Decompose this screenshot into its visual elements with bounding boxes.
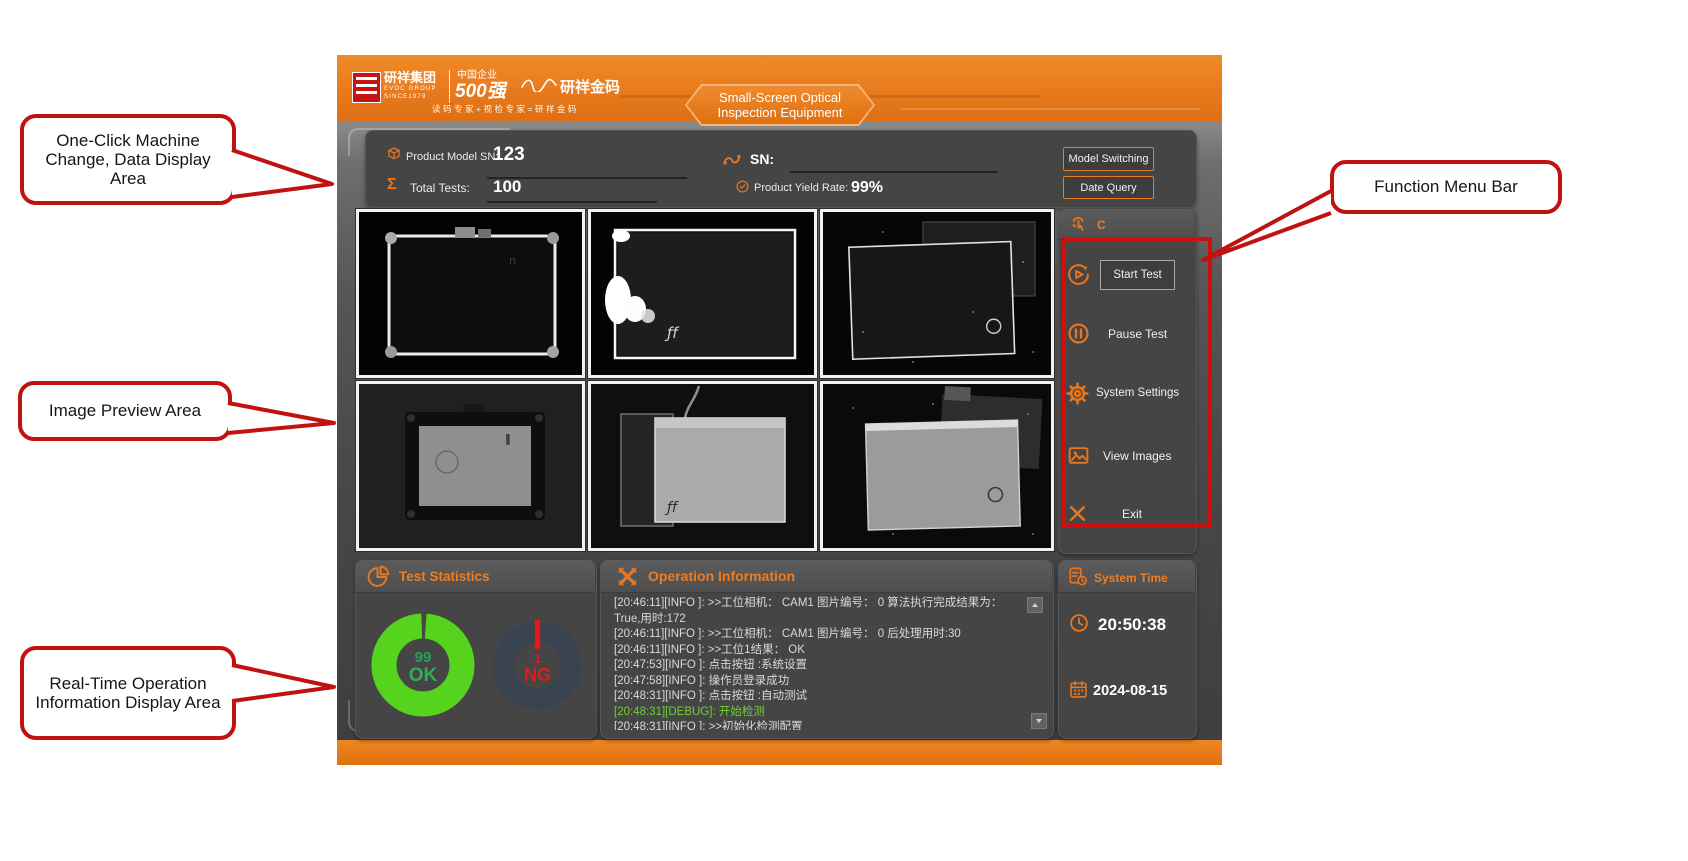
arrow-down-icon <box>1036 719 1042 723</box>
callout-function-menu: Function Menu Bar <box>1330 160 1562 214</box>
cube-icon <box>388 147 400 160</box>
exit-button[interactable]: Exit <box>1122 507 1143 521</box>
log-line: [20:47:58][INFO ]: 操作员登录成功 <box>614 674 790 687</box>
camera-image-3[interactable] <box>820 209 1054 378</box>
script-squiggle-icon <box>521 78 557 92</box>
pause-test-icon[interactable] <box>1066 321 1091 346</box>
date-query-button[interactable]: Date Query <box>1063 176 1154 199</box>
operation-log[interactable]: [20:46:11][INFO ]: >>工位相机： CAM1 图片编号： 0 … <box>614 596 1022 730</box>
function-menu-highlight <box>1062 237 1212 527</box>
exit-icon[interactable] <box>1066 502 1089 525</box>
app-title-line1: Small-Screen Optical <box>718 90 842 105</box>
test-statistics-header <box>355 560 595 593</box>
callout-function-menu-text: Function Menu Bar <box>1374 177 1518 197</box>
start-test-button[interactable]: Start Test <box>1100 260 1175 290</box>
callout-operation-info: Real-Time Operation Information Display … <box>20 646 236 740</box>
window-footer-bar <box>337 740 1222 765</box>
callout-data-area-text: One-Click Machine Change, Data Display A… <box>45 130 211 189</box>
camera-image-2[interactable]: ƒf <box>588 209 817 378</box>
view-images-icon[interactable] <box>1066 443 1091 468</box>
header-decoration <box>900 108 1200 110</box>
camera-image-4[interactable]: ‖ <box>356 381 585 551</box>
log-line-debug: [20:48:31][DEBUG]: 开始检测 <box>614 705 765 718</box>
log-scroll-up-button[interactable] <box>1027 597 1043 613</box>
arrow-up-icon <box>1032 603 1038 607</box>
log-line: [20:46:11][INFO ]: >>工位1结果： OK <box>614 643 805 656</box>
system-settings-button[interactable]: System Settings <box>1096 387 1180 399</box>
svg-text:‖: ‖ <box>505 432 511 445</box>
sigma-icon: Σ <box>387 176 397 193</box>
camera-image-1[interactable]: n <box>356 209 585 378</box>
crossed-tools-icon <box>618 567 637 586</box>
evoc-logo-mark <box>352 72 381 103</box>
svg-text:OK: OK <box>409 665 438 686</box>
logo-sub-text: EVOC GROUP <box>384 86 437 92</box>
product-model-underline[interactable] <box>487 177 687 179</box>
callout-operation-info-text: Real-Time Operation Information Display … <box>35 673 221 712</box>
view-images-button[interactable]: View Images <box>1103 449 1172 463</box>
ng-donut-chart: 1 NG <box>493 620 582 710</box>
logo-script-text: 研祥金码 <box>560 79 621 96</box>
product-model-label: Product Model SN: <box>406 151 499 163</box>
log-scroll-down-button[interactable] <box>1031 713 1047 729</box>
document-clock-icon <box>1069 567 1087 586</box>
yield-rate-label: Product Yield Rate: <box>754 182 849 194</box>
logo-since-text: SINCE1979 <box>384 94 427 100</box>
system-date-value: 2024-08-15 <box>1093 683 1168 699</box>
total-tests-value: 100 <box>493 177 522 196</box>
operation-info-title: Operation Information <box>648 568 795 584</box>
test-statistics-title: Test Statistics <box>399 569 490 584</box>
system-time-value: 20:50:38 <box>1098 615 1167 634</box>
log-line: [20:47:53][INFO ]: 点击按钮 :系统设置 <box>614 659 807 671</box>
model-switching-button[interactable]: Model Switching <box>1063 147 1154 171</box>
sn-label: SN: <box>750 151 775 167</box>
svg-text:99: 99 <box>415 649 432 666</box>
svg-text:n: n <box>509 254 516 267</box>
log-line: [20:48:31][INFO ]: >>初始化检测配置 <box>614 721 803 730</box>
log-line: [20:46:11][INFO ]: >>工位相机： CAM1 图片编号： 0 … <box>614 597 1003 625</box>
logo-divider <box>449 70 450 103</box>
tap-icon <box>1072 217 1084 231</box>
yield-rate-value: 99% <box>851 179 884 196</box>
callout-image-preview: Image Preview Area <box>18 381 232 441</box>
log-line: [20:48:31][INFO ]: 点击按钮 :自动测试 <box>614 690 807 702</box>
system-time-title: System Time <box>1094 571 1168 585</box>
camera-image-6[interactable] <box>820 381 1054 551</box>
svg-text:1: 1 <box>534 651 541 666</box>
system-settings-icon[interactable] <box>1064 380 1091 407</box>
check-circle-icon <box>736 180 749 193</box>
function-menu-header-label: C <box>1097 218 1106 232</box>
pause-test-button[interactable]: Pause Test <box>1108 327 1168 341</box>
pie-chart-icon <box>367 565 390 587</box>
logo-brand-text: 研祥集团 <box>384 70 437 85</box>
product-model-value: 123 <box>493 144 525 165</box>
operation-info-header <box>600 560 1052 593</box>
flow-icon <box>723 154 741 165</box>
data-display-panel <box>365 130 1197 208</box>
log-line: [20:46:11][INFO ]: >>工位相机： CAM1 图片编号： 0 … <box>614 628 961 640</box>
total-tests-underline[interactable] <box>487 201 657 203</box>
camera-image-5[interactable]: ƒf <box>588 381 817 551</box>
logo-award-line2: 500强 <box>455 81 506 102</box>
app-title-line2: Inspection Equipment <box>717 105 843 120</box>
body-corner-accent <box>348 128 510 156</box>
callout-data-area: One-Click Machine Change, Data Display A… <box>20 114 236 205</box>
svg-text:ƒf: ƒf <box>664 500 679 516</box>
start-test-icon[interactable] <box>1066 262 1091 287</box>
logo-award-line1: 中国企业 <box>457 70 497 81</box>
total-tests-label: Total Tests: <box>410 181 470 195</box>
clock-icon <box>1070 614 1088 632</box>
calendar-icon <box>1070 680 1087 698</box>
sn-underline[interactable] <box>790 171 998 173</box>
logo-tagline: 读码专家+视检专家=研祥金码 <box>432 104 579 114</box>
callout-image-preview-text: Image Preview Area <box>48 401 202 421</box>
svg-text:NG: NG <box>524 665 551 685</box>
svg-text:ƒf: ƒf <box>664 324 680 342</box>
app-title-plaque: Small-Screen Optical Inspection Equipmen… <box>685 84 875 126</box>
ok-donut-chart: 99 OK <box>371 613 475 717</box>
